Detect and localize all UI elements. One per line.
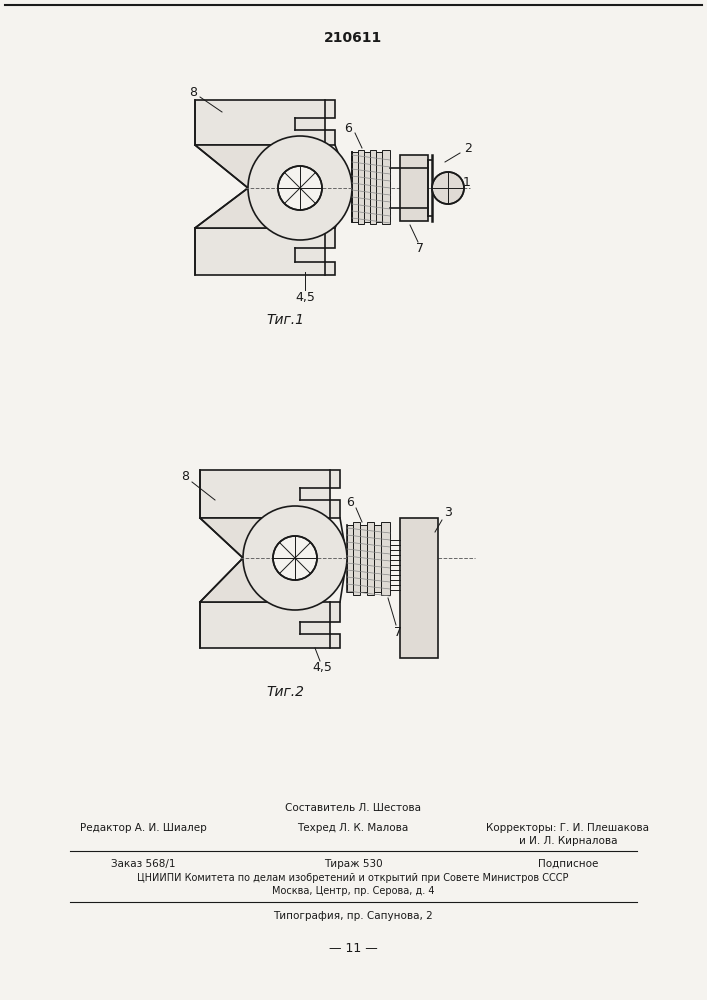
Text: Заказ 568/1: Заказ 568/1 [111, 859, 175, 869]
Bar [358, 150, 364, 224]
Text: 3: 3 [444, 506, 452, 520]
Text: Тираж 530: Тираж 530 [324, 859, 382, 869]
Text: Техред Л. К. Малова: Техред Л. К. Малова [298, 823, 409, 833]
Text: 2: 2 [464, 141, 472, 154]
Text: Подписное: Подписное [538, 859, 598, 869]
Text: 4,5: 4,5 [295, 292, 315, 304]
Text: 210611: 210611 [324, 31, 382, 45]
Text: 7: 7 [416, 241, 424, 254]
Bar [400, 155, 428, 221]
Text: 4,5: 4,5 [312, 662, 332, 674]
Polygon shape [195, 100, 335, 145]
Polygon shape [195, 145, 295, 188]
Bar [370, 150, 376, 224]
Text: Редактор А. И. Шиалер: Редактор А. И. Шиалер [80, 823, 206, 833]
Text: Τиг.2: Τиг.2 [266, 685, 304, 699]
Polygon shape [195, 188, 295, 228]
Bar [381, 522, 390, 595]
Text: 7: 7 [394, 626, 402, 639]
Bar [353, 522, 360, 595]
Polygon shape [195, 228, 335, 275]
Polygon shape [200, 558, 300, 602]
Text: 1: 1 [463, 176, 471, 188]
Text: Τиг.1: Τиг.1 [266, 313, 304, 327]
Circle shape [278, 166, 322, 210]
Circle shape [248, 136, 352, 240]
Bar [374, 525, 381, 592]
Text: 8: 8 [189, 87, 197, 100]
Text: Типография, пр. Сапунова, 2: Типография, пр. Сапунова, 2 [273, 911, 433, 921]
Circle shape [273, 536, 317, 580]
Bar [360, 525, 367, 592]
Bar [352, 152, 358, 222]
Text: — 11 —: — 11 — [329, 942, 378, 954]
Text: 8: 8 [181, 471, 189, 484]
Bar [400, 518, 438, 658]
Polygon shape [200, 518, 300, 558]
Text: 6: 6 [346, 496, 354, 510]
Bar [364, 152, 370, 222]
Bar [382, 150, 390, 224]
Text: Составитель Л. Шестова: Составитель Л. Шестова [285, 803, 421, 813]
Text: ЦНИИПИ Комитета по делам изобретений и открытий при Совете Министров СССР: ЦНИИПИ Комитета по делам изобретений и о… [137, 873, 568, 883]
Text: 6: 6 [344, 121, 352, 134]
Text: Москва, Центр, пр. Серова, д. 4: Москва, Центр, пр. Серова, д. 4 [271, 886, 434, 896]
Circle shape [432, 172, 464, 204]
Text: Корректоры: Г. И. Плешакова: Корректоры: Г. И. Плешакова [486, 823, 650, 833]
Text: и И. Л. Кирналова: и И. Л. Кирналова [519, 836, 617, 846]
Bar [367, 522, 374, 595]
Polygon shape [200, 602, 340, 648]
Polygon shape [200, 470, 340, 518]
Bar [347, 525, 353, 592]
Bar [376, 152, 382, 222]
Circle shape [243, 506, 347, 610]
